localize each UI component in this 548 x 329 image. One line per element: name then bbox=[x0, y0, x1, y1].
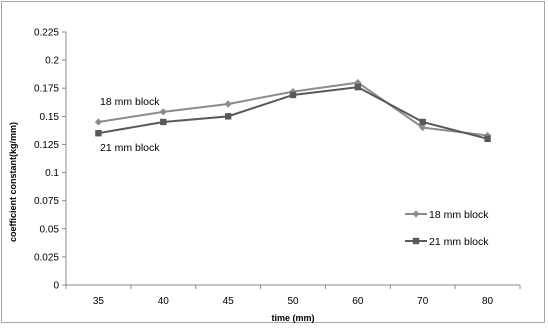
y-tick-label: 0.15 bbox=[40, 112, 60, 123]
series-annotation-18mm: 18 mm block bbox=[100, 96, 160, 108]
data-point bbox=[419, 118, 426, 126]
data-point bbox=[94, 118, 103, 126]
y-tick-label: 0.1 bbox=[45, 168, 59, 179]
x-axis-ticks: 35 40 45 50 60 70 80 bbox=[65, 285, 521, 307]
y-tick-label: 0.025 bbox=[34, 252, 59, 263]
y-tick-label: 0.125 bbox=[34, 140, 59, 151]
x-tick-label: 40 bbox=[158, 296, 170, 307]
data-point bbox=[159, 108, 167, 116]
series-2 bbox=[95, 83, 491, 143]
data-point bbox=[484, 135, 491, 143]
y-tick-label: 0.05 bbox=[40, 224, 60, 235]
x-tick-label: 35 bbox=[93, 296, 105, 307]
x-tick-label: 80 bbox=[482, 296, 494, 307]
legend-item: 21 mm block bbox=[405, 236, 489, 248]
series-layer bbox=[94, 79, 492, 143]
y-tick-label: 0.175 bbox=[34, 84, 59, 95]
legend-label: 21 mm block bbox=[429, 236, 489, 248]
data-point bbox=[354, 83, 362, 91]
data-point bbox=[354, 79, 362, 87]
data-point bbox=[289, 91, 297, 99]
legend-item: 18 mm block bbox=[405, 209, 489, 221]
data-point bbox=[95, 130, 102, 137]
legend-swatch-marker bbox=[412, 210, 420, 218]
y-tick-label: 0.075 bbox=[34, 196, 59, 207]
legend: 18 mm block 21 mm block bbox=[405, 209, 489, 248]
data-point bbox=[160, 118, 167, 126]
y-tick-label: 0.225 bbox=[34, 28, 59, 39]
legend-label: 18 mm block bbox=[429, 209, 489, 221]
series-1 bbox=[94, 79, 492, 140]
series-annotation-21mm: 21 mm block bbox=[100, 142, 160, 154]
data-point bbox=[224, 113, 232, 120]
chart-frame: 0 0.025 0.05 0.075 0.1 0.125 0.15 0.175 0.2 0.225… bbox=[1, 1, 545, 323]
data-point bbox=[224, 100, 232, 108]
x-tick-label: 60 bbox=[352, 296, 364, 307]
data-point bbox=[419, 123, 427, 132]
y-tick-label: 0 bbox=[53, 281, 59, 292]
line-chart: 0 0.025 0.05 0.075 0.1 0.125 0.15 0.175 0.2 0.225… bbox=[8, 28, 521, 323]
x-tick-label: 70 bbox=[417, 296, 429, 307]
y-axis-title: coefficient constant(kg/mm) bbox=[8, 122, 18, 242]
x-axis-title: time (mm) bbox=[271, 313, 314, 323]
x-tick-label: 45 bbox=[223, 296, 235, 307]
y-tick-label: 0.2 bbox=[45, 56, 59, 67]
legend-swatch-marker bbox=[412, 237, 420, 245]
x-tick-label: 50 bbox=[287, 296, 299, 307]
y-axis-ticks: 0 0.025 0.05 0.075 0.1 0.125 0.15 0.175 0.2 0.225 bbox=[34, 28, 66, 292]
